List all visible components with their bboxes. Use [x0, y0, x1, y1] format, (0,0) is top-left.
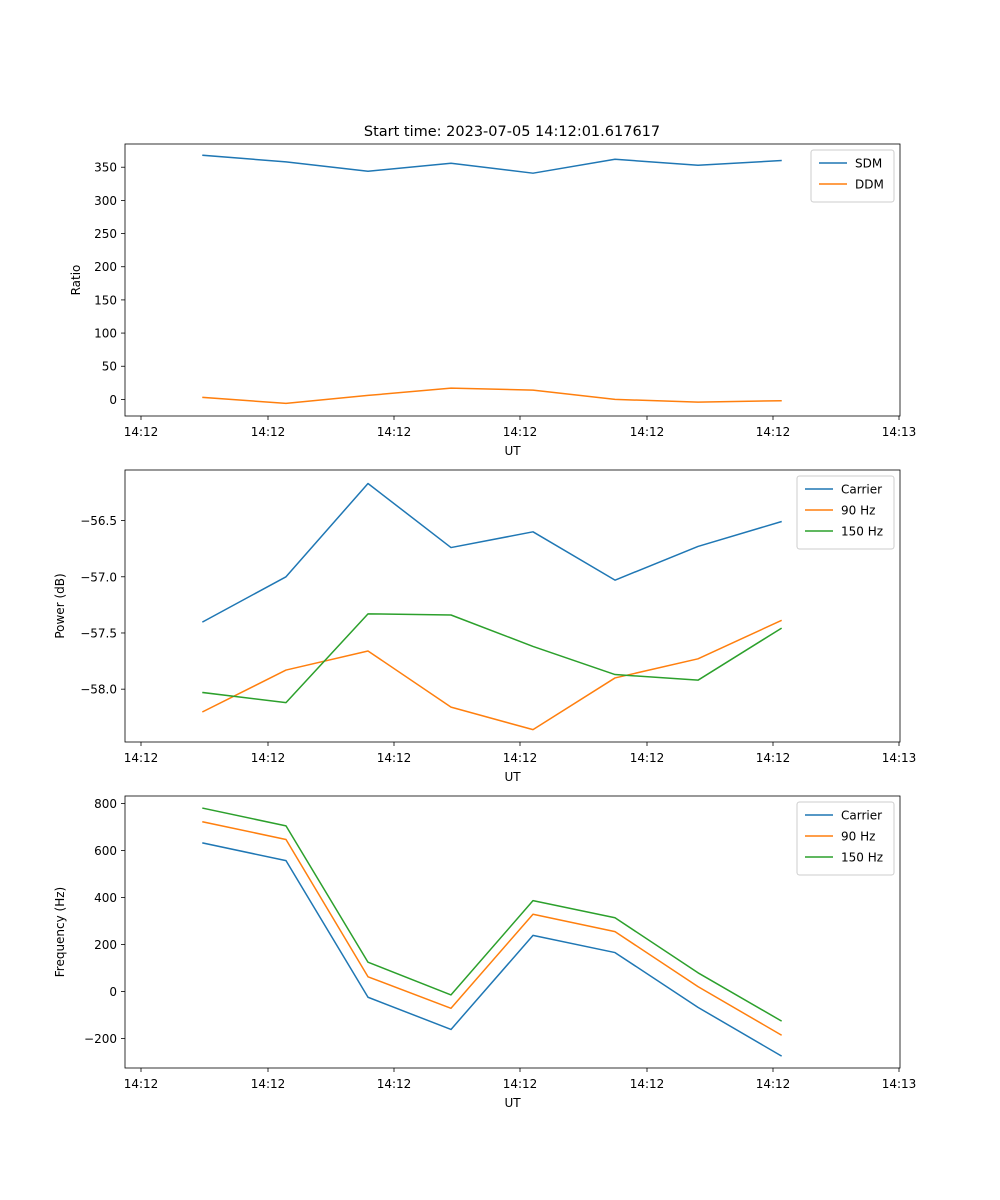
x-tick-label: 14:12 — [251, 1077, 286, 1091]
legend-label: 90 Hz — [841, 504, 875, 518]
series-line-150-hz — [202, 613, 783, 704]
figure-title: Start time: 2023-07-05 14:12:01.617617 — [364, 124, 660, 140]
legend-label: 150 Hz — [841, 525, 883, 539]
x-tick-label: 14:12 — [503, 425, 538, 439]
legend-label: 150 Hz — [841, 851, 883, 865]
y-tick-label: −58.0 — [80, 683, 117, 697]
series-line-150-hz — [202, 807, 783, 1022]
x-tick-label: 14:12 — [124, 1077, 159, 1091]
y-tick-label: 400 — [94, 891, 117, 905]
series-line-sdm — [202, 154, 782, 174]
x-tick-label: 14:12 — [124, 751, 159, 765]
x-tick-label: 14:12 — [251, 751, 286, 765]
chart-panel-1: 14:12 14:12 14:12 14:12 14:12 14:12 14:13 UT 0 50… — [69, 143, 917, 458]
x-tick-label: 14:12 — [756, 1077, 791, 1091]
y-tick-label: 0 — [109, 985, 117, 999]
legend-label: SDM — [855, 157, 882, 171]
y-axis-label: Power (dB) — [53, 573, 67, 638]
legend: Carrier 90 Hz 150 Hz — [796, 475, 895, 550]
axes-frame — [124, 795, 901, 1069]
y-tick-label: 100 — [94, 327, 117, 341]
x-tick-label: 14:12 — [630, 1077, 665, 1091]
legend-label: DDM — [855, 178, 884, 192]
axes-frame — [124, 469, 901, 743]
chart-panel-3: 14:12 14:12 14:12 14:12 14:12 14:12 14:13 UT −20… — [53, 795, 917, 1110]
x-tick-label: 14:12 — [630, 425, 665, 439]
series-line-carrier — [202, 842, 783, 1057]
legend: SDM DDM — [810, 149, 895, 203]
x-tick-label: 14:12 — [377, 425, 412, 439]
y-tick-label: 200 — [94, 260, 117, 274]
y-axis-label: Ratio — [69, 265, 83, 296]
y-tick-label: 250 — [94, 227, 117, 241]
legend-label: Carrier — [841, 809, 882, 823]
x-tick-label: 14:12 — [756, 751, 791, 765]
y-tick-label: 200 — [94, 938, 117, 952]
series-line-90-hz — [202, 820, 783, 1036]
series-line-carrier — [201, 482, 782, 623]
legend-label: 90 Hz — [841, 830, 875, 844]
legend-label: Carrier — [841, 483, 882, 497]
x-tick-label: 14:12 — [377, 751, 412, 765]
y-tick-label: −57.5 — [80, 626, 117, 640]
x-tick-label: 14:12 — [377, 1077, 412, 1091]
legend: Carrier 90 Hz 150 Hz — [796, 801, 895, 876]
y-tick-label: 800 — [94, 797, 117, 811]
x-axis-label: UT — [504, 1096, 521, 1110]
y-axis-label: Frequency (Hz) — [53, 887, 67, 978]
y-tick-label: −56.5 — [80, 514, 117, 528]
x-tick-label-last: 14:13 — [882, 751, 917, 765]
x-tick-label-last: 14:13 — [882, 425, 917, 439]
x-tick-label-last: 14:13 — [882, 1077, 917, 1091]
y-tick-label: 150 — [94, 293, 117, 307]
x-axis-label: UT — [504, 770, 521, 784]
x-tick-label: 14:12 — [124, 425, 159, 439]
x-tick-label: 14:12 — [756, 425, 791, 439]
series-line-ddm — [202, 387, 782, 405]
axes-frame — [124, 143, 901, 417]
y-tick-label: 50 — [102, 360, 117, 374]
x-tick-label: 14:12 — [630, 751, 665, 765]
series-line-90-hz — [201, 619, 782, 731]
x-tick-label: 14:12 — [251, 425, 286, 439]
x-axis-label: UT — [504, 444, 521, 458]
x-tick-label: 14:12 — [503, 1077, 538, 1091]
y-tick-label: −57.0 — [80, 570, 117, 584]
x-tick-label: 14:12 — [503, 751, 538, 765]
y-tick-label: 350 — [94, 161, 117, 175]
y-tick-label: 300 — [94, 194, 117, 208]
y-tick-label: −200 — [84, 1032, 117, 1046]
y-tick-label: 600 — [94, 844, 117, 858]
y-tick-label: 0 — [109, 393, 117, 407]
chart-panel-2: 14:12 14:12 14:12 14:12 14:12 14:12 14:13 UT −58… — [53, 469, 917, 784]
